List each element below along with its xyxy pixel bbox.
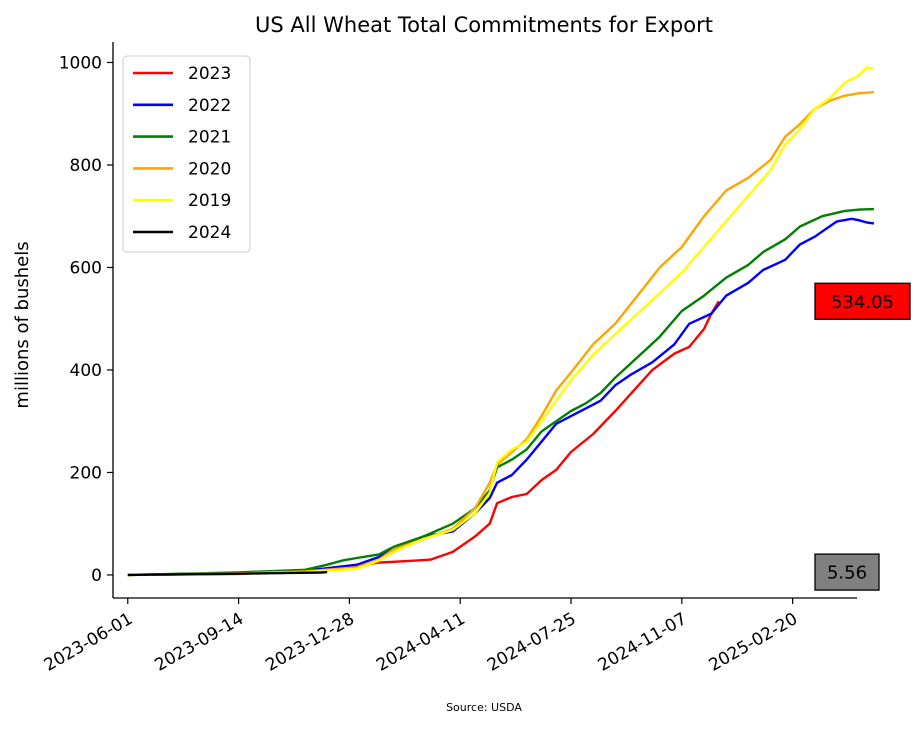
series-line-2022 bbox=[127, 217, 875, 577]
value-callouts: 534.05 5.56 bbox=[814, 282, 911, 591]
series-line-2020 bbox=[127, 91, 874, 577]
y-tick-label: 800 bbox=[70, 156, 102, 176]
callout-box bbox=[814, 553, 880, 591]
x-tick-label: 2024-04-11 bbox=[373, 609, 469, 676]
x-tick-label: 2024-07-25 bbox=[484, 609, 580, 676]
legend-label-2022: 2022 bbox=[188, 96, 231, 116]
x-tick-label: 2023-12-28 bbox=[262, 609, 358, 676]
legend-label-2020: 2020 bbox=[188, 159, 231, 179]
y-axis-label: millions of bushels bbox=[12, 241, 33, 408]
x-tick-label: 2023-06-01 bbox=[41, 609, 137, 676]
x-tick-label: 2025-02-20 bbox=[706, 609, 802, 676]
legend: 2023 2022 2021 2020 2019 2024 bbox=[122, 55, 251, 253]
callout-box bbox=[814, 282, 911, 320]
legend-label-2023: 2023 bbox=[188, 64, 231, 84]
legend-label-2024: 2024 bbox=[188, 223, 231, 243]
source-note: Source: USDA bbox=[446, 701, 522, 714]
y-tick-label: 0 bbox=[91, 566, 102, 586]
series-lines bbox=[127, 66, 875, 577]
series-line-2019 bbox=[127, 66, 875, 577]
callout-value: 5.56 bbox=[827, 563, 867, 584]
x-tick-label: 2024-11-07 bbox=[595, 609, 691, 676]
y-tick-label: 400 bbox=[70, 361, 102, 381]
legend-label-2019: 2019 bbox=[188, 191, 231, 211]
series-line-2023 bbox=[127, 300, 720, 577]
callout-value: 534.05 bbox=[831, 292, 894, 313]
y-tick-label: 600 bbox=[70, 258, 102, 278]
y-tick-label: 1000 bbox=[59, 53, 102, 73]
legend-label-2021: 2021 bbox=[188, 128, 231, 148]
chart-title: US All Wheat Total Commitments for Expor… bbox=[255, 13, 713, 37]
series-line-2024 bbox=[127, 570, 328, 577]
x-tick-label: 2023-09-14 bbox=[152, 609, 248, 676]
series-line-2021 bbox=[127, 207, 874, 577]
y-tick-label: 200 bbox=[70, 463, 102, 483]
